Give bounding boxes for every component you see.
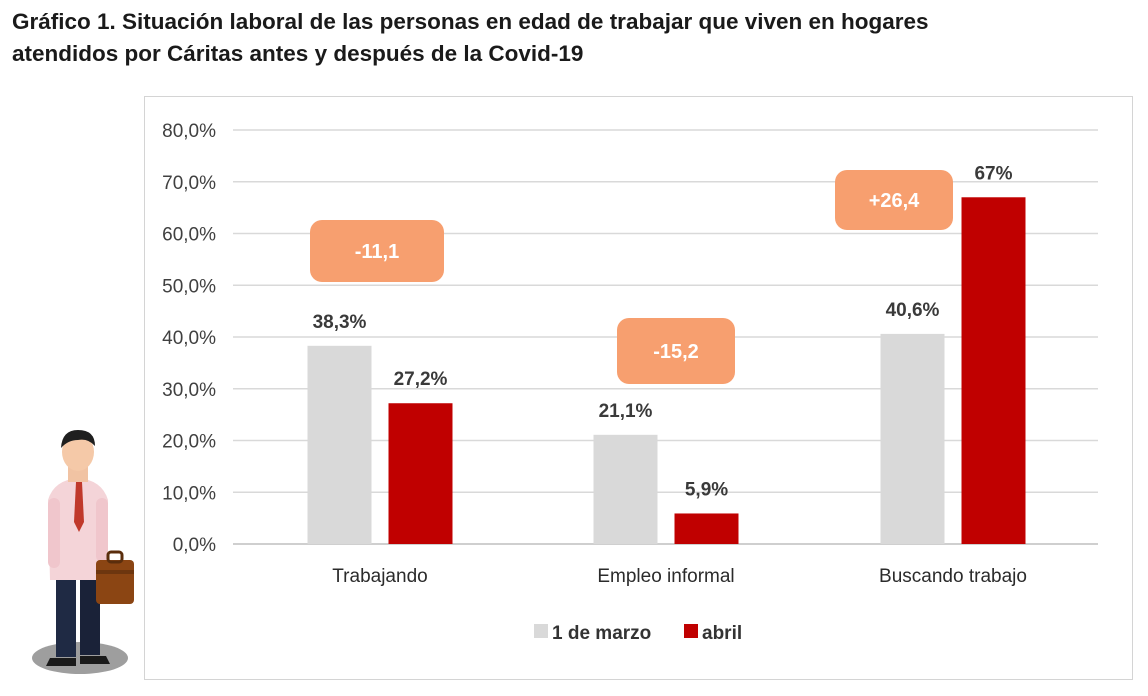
y-tick-label: 50,0% [162, 276, 216, 297]
x-tick-label: Buscando trabajo [879, 566, 1027, 587]
legend-label: 1 de marzo [552, 623, 651, 644]
bar [961, 197, 1026, 544]
y-tick-label: 30,0% [162, 380, 216, 401]
change-callout [835, 170, 953, 230]
bar [307, 345, 372, 544]
x-tick-label: Trabajando [332, 566, 427, 587]
y-tick-label: 60,0% [162, 225, 216, 246]
y-tick-label: 10,0% [162, 483, 216, 504]
y-tick-label: 0,0% [173, 535, 216, 556]
bar [674, 513, 739, 544]
bar [593, 434, 658, 544]
data-label: 21,1% [599, 401, 653, 422]
data-label: 67% [974, 163, 1012, 184]
title-line-1: Gráfico 1. Situación laboral de las pers… [12, 9, 929, 34]
data-label: 38,3% [313, 312, 367, 333]
data-label: 27,2% [394, 369, 448, 390]
businessman-illustration [32, 430, 134, 674]
legend-swatch [684, 624, 698, 638]
bar [388, 403, 453, 544]
change-callout [617, 318, 735, 384]
legend-label: abril [702, 623, 742, 644]
chart-title: Gráfico 1. Situación laboral de las pers… [12, 6, 1132, 70]
change-callout [310, 220, 444, 282]
title-line-2: atendidos por Cáritas antes y después de… [12, 41, 584, 66]
bar [880, 333, 945, 544]
change-callout-label: -11,1 [355, 241, 399, 263]
change-callout-label: -15,2 [653, 341, 699, 363]
change-callout-label: +26,4 [869, 190, 920, 212]
y-tick-label: 20,0% [162, 432, 216, 453]
y-tick-label: 70,0% [162, 173, 216, 194]
data-label: 40,6% [886, 300, 940, 321]
y-tick-label: 80,0% [162, 121, 216, 142]
y-tick-label: 40,0% [162, 328, 216, 349]
legend-swatch [534, 624, 548, 638]
data-label: 5,9% [685, 479, 728, 500]
x-tick-label: Empleo informal [597, 566, 734, 587]
